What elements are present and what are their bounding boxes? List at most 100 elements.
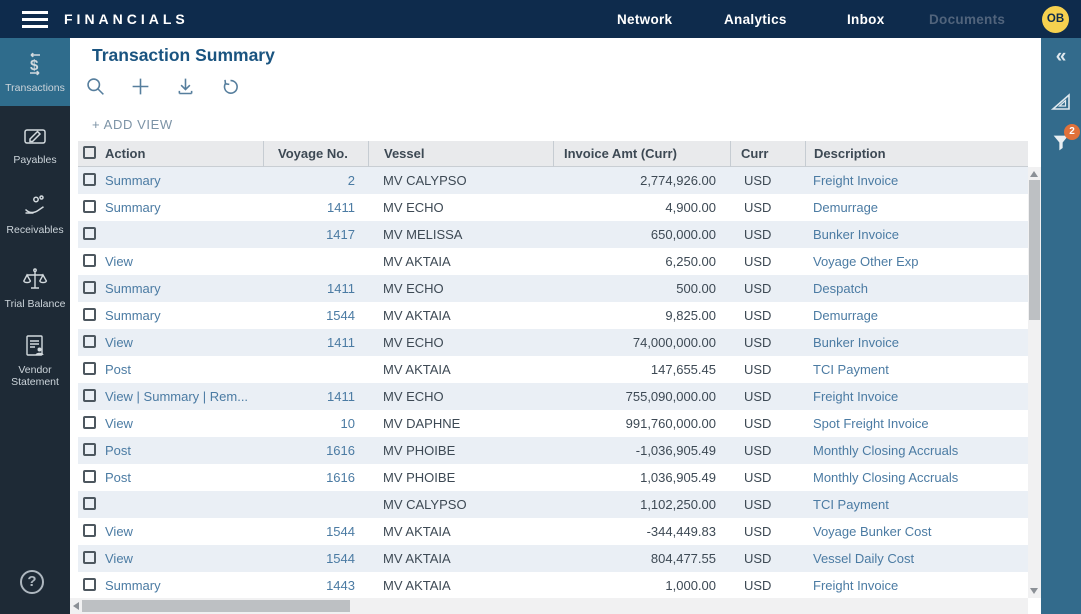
menu-icon[interactable] (22, 11, 48, 28)
row-voyage-link[interactable]: 1443 (326, 578, 355, 593)
row-action-link[interactable]: Summary (105, 281, 161, 296)
row-description-link[interactable]: Monthly Closing Accruals (813, 470, 959, 485)
horizontal-scrollbar-thumb[interactable] (82, 600, 350, 612)
download-icon[interactable] (175, 76, 196, 97)
row-voyage-link[interactable]: 1417 (326, 227, 355, 242)
row-checkbox[interactable] (78, 361, 100, 378)
row-checkbox[interactable] (78, 388, 100, 405)
sidebar-item-transactions[interactable]: $ Transactions (0, 38, 70, 106)
column-header-amount[interactable]: Invoice Amt (Curr) (553, 141, 730, 167)
row-description-link[interactable]: Freight Invoice (813, 578, 899, 593)
row-action-link[interactable]: Summary (105, 308, 161, 323)
row-description-link[interactable]: Voyage Bunker Cost (813, 524, 932, 539)
filter-badge[interactable]: 2 (1064, 124, 1080, 140)
row-checkbox[interactable] (78, 172, 100, 189)
add-view-button[interactable]: + ADD VIEW (92, 117, 173, 132)
nav-inbox[interactable]: Inbox (847, 12, 885, 27)
row-description-link[interactable]: Bunker Invoice (813, 335, 899, 350)
row-description-link[interactable]: Freight Invoice (813, 173, 899, 188)
vertical-scrollbar[interactable] (1028, 167, 1041, 598)
row-description-link[interactable]: Vessel Daily Cost (813, 551, 915, 566)
row-action-link[interactable]: View | Summary | Rem... (105, 389, 249, 404)
row-voyage-link[interactable]: 1411 (327, 281, 355, 296)
select-all-checkbox[interactable] (78, 146, 100, 162)
row-checkbox[interactable] (78, 226, 100, 243)
search-icon[interactable] (85, 76, 106, 97)
sidebar-item-receivables[interactable]: Receivables (0, 180, 70, 248)
row-description-link[interactable]: Freight Invoice (813, 389, 899, 404)
undo-icon[interactable] (220, 76, 241, 97)
row-checkbox[interactable] (78, 334, 100, 351)
row-checkbox[interactable] (78, 442, 100, 459)
row-checkbox[interactable] (78, 415, 100, 432)
column-header-vessel[interactable]: Vessel (368, 141, 553, 167)
row-voyage-link[interactable]: 1411 (327, 389, 355, 404)
row-description-link[interactable]: TCI Payment (813, 362, 889, 377)
row-action-link[interactable]: Summary (105, 173, 161, 188)
row-curr: USD (744, 389, 772, 404)
row-voyage-link[interactable]: 1616 (326, 470, 355, 485)
scroll-left-icon[interactable] (73, 602, 79, 610)
column-header-curr[interactable]: Curr (730, 141, 805, 167)
row-voyage-link[interactable]: 1616 (326, 443, 355, 458)
row-voyage-link[interactable]: 1411 (327, 200, 355, 215)
row-checkbox[interactable] (78, 550, 100, 567)
row-checkbox[interactable] (78, 280, 100, 297)
vertical-scrollbar-thumb[interactable] (1029, 180, 1040, 320)
row-checkbox[interactable] (78, 253, 100, 270)
row-action-link[interactable]: View (105, 524, 133, 539)
sidebar-item-vendor-statement[interactable]: Vendor Statement (0, 322, 70, 398)
row-description-link[interactable]: Demurrage (813, 308, 879, 323)
sidebar-item-payables[interactable]: Payables (0, 110, 70, 178)
column-header-description[interactable]: Description (805, 141, 1028, 167)
row-amount: -344,449.83 (646, 524, 716, 539)
nav-network[interactable]: Network (617, 12, 673, 27)
row-checkbox[interactable] (78, 307, 100, 324)
filter-icon[interactable] (1050, 132, 1072, 154)
nav-analytics[interactable]: Analytics (724, 12, 787, 27)
row-curr: USD (744, 281, 772, 296)
row-action-link[interactable]: Summary (105, 200, 161, 215)
row-description-link[interactable]: Bunker Invoice (813, 227, 899, 242)
row-checkbox[interactable] (78, 496, 100, 513)
help-icon[interactable]: ? (20, 570, 44, 594)
row-voyage-link[interactable]: 1544 (326, 308, 355, 323)
row-action-link[interactable]: View (105, 335, 133, 350)
row-voyage-link[interactable]: 10 (340, 416, 355, 431)
horizontal-scrollbar[interactable] (70, 598, 1028, 614)
row-amount: 74,000,000.00 (632, 335, 716, 350)
row-description-link[interactable]: Demurrage (813, 200, 879, 215)
column-header-action[interactable]: Action (105, 146, 146, 161)
row-voyage-link[interactable]: 2 (347, 173, 355, 188)
table-row: Post 1616 MV PHOIBE -1,036,905.49 USD Mo… (78, 437, 1028, 464)
row-checkbox[interactable] (78, 469, 100, 486)
row-amount: 6,250.00 (665, 254, 716, 269)
scroll-down-icon[interactable] (1030, 588, 1038, 594)
collapse-panel-icon[interactable]: « (1055, 46, 1067, 67)
row-checkbox[interactable] (78, 523, 100, 540)
row-voyage-link[interactable]: 1411 (327, 335, 355, 350)
row-action-link[interactable]: View (105, 551, 133, 566)
row-description-link[interactable]: TCI Payment (813, 497, 889, 512)
scroll-up-icon[interactable] (1030, 171, 1038, 177)
row-action-link[interactable]: Post (105, 470, 132, 485)
row-description-link[interactable]: Spot Freight Invoice (813, 416, 929, 431)
sidebar-item-trial-balance[interactable]: Trial Balance (0, 250, 70, 326)
row-checkbox[interactable] (78, 577, 100, 594)
add-icon[interactable] (130, 76, 151, 97)
row-action-link[interactable]: Post (105, 443, 132, 458)
row-description-link[interactable]: Voyage Other Exp (813, 254, 919, 269)
row-action-link[interactable]: View (105, 254, 133, 269)
row-checkbox[interactable] (78, 199, 100, 216)
row-action-link[interactable]: Post (105, 362, 132, 377)
row-action-link[interactable]: View (105, 416, 133, 431)
user-avatar[interactable]: OB (1042, 6, 1069, 33)
row-description-link[interactable]: Despatch (813, 281, 868, 296)
row-description-link[interactable]: Monthly Closing Accruals (813, 443, 959, 458)
row-action-link[interactable]: Summary (105, 578, 161, 593)
nav-documents[interactable]: Documents (929, 12, 1006, 27)
row-voyage-link[interactable]: 1544 (326, 524, 355, 539)
row-voyage-link[interactable]: 1544 (326, 551, 355, 566)
set-square-icon[interactable] (1049, 90, 1073, 114)
column-header-voyage[interactable]: Voyage No. (263, 141, 368, 167)
